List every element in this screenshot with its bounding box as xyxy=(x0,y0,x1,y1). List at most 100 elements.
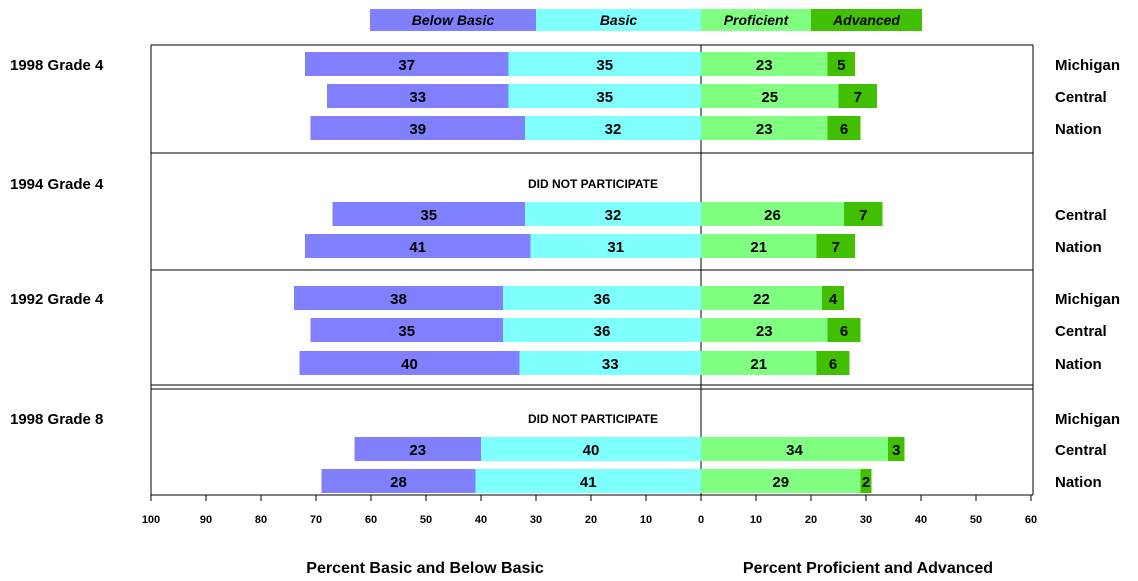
bar-value-label: 37 xyxy=(398,57,415,74)
bar-advanced xyxy=(888,437,905,461)
bar-below-basic xyxy=(305,52,509,76)
bar-advanced xyxy=(827,52,855,76)
bar-basic xyxy=(525,202,701,226)
legend-label: Proficient xyxy=(724,12,790,28)
x-tick-label: 60 xyxy=(1025,514,1037,526)
bar-below-basic xyxy=(310,116,525,140)
bar-proficient xyxy=(701,437,888,461)
bar-below-basic xyxy=(305,234,531,258)
x-axis: 100 90 80 70 60 50 40 30 20 10 0 10 20 30 40 50 60 xyxy=(142,494,1037,526)
bar-proficient xyxy=(701,351,817,375)
panel-label: 1998 Grade 8 xyxy=(10,411,103,428)
bar-value-label: 4 xyxy=(829,291,838,308)
bar-advanced xyxy=(860,469,872,493)
x-tick-label: 30 xyxy=(860,514,872,526)
bar-below-basic xyxy=(321,469,476,493)
bar-value-label: 40 xyxy=(401,356,418,373)
legend-swatch xyxy=(370,9,536,31)
x-tick-label: 20 xyxy=(805,514,817,526)
bar-value-label: 40 xyxy=(583,442,600,459)
bar-value-label: 36 xyxy=(594,291,611,308)
x-axis-label-left: Percent Basic and Below Basic xyxy=(306,560,544,577)
bars: 37 35 23 533 35 25 739 32 23 635 32 26 741 31 21 738 36 2… xyxy=(294,52,905,493)
bar-value-label: 7 xyxy=(859,207,867,224)
bar-value-label: 23 xyxy=(756,323,773,340)
bar-basic xyxy=(503,286,701,310)
bar-value-label: 32 xyxy=(605,121,622,138)
bar-value-label: 6 xyxy=(829,356,837,373)
row-label: Nation xyxy=(1055,356,1102,373)
bar-value-label: 21 xyxy=(750,356,767,373)
x-tick-label: 80 xyxy=(255,514,267,526)
x-tick-label: 100 xyxy=(142,514,160,526)
legend-swatch xyxy=(536,9,701,31)
bar-value-label: 41 xyxy=(580,474,597,491)
x-tick-label: 20 xyxy=(585,514,597,526)
bar-proficient xyxy=(701,234,817,258)
bar-value-label: 36 xyxy=(594,323,611,340)
x-tick-label: 10 xyxy=(640,514,652,526)
bar-value-label: 7 xyxy=(854,89,862,106)
legend: Below Basic Basic Proficient Advanced xyxy=(370,9,922,31)
bar-basic xyxy=(519,351,701,375)
bar-value-label: 23 xyxy=(756,121,773,138)
x-tick-label: 50 xyxy=(420,514,432,526)
bar-value-label: 35 xyxy=(398,323,415,340)
bar-below-basic xyxy=(354,437,481,461)
bar-value-label: 41 xyxy=(409,239,426,256)
bar-value-label: 3 xyxy=(892,442,900,459)
row-label: Michigan xyxy=(1055,57,1120,74)
bar-value-label: 23 xyxy=(409,442,426,459)
bar-basic xyxy=(525,116,701,140)
x-tick-label: 30 xyxy=(530,514,542,526)
row-label: Nation xyxy=(1055,474,1102,491)
panel-label: 1992 Grade 4 xyxy=(10,291,104,308)
bar-value-label: 26 xyxy=(764,207,781,224)
x-tick-label: 40 xyxy=(475,514,487,526)
x-tick-label: 60 xyxy=(365,514,377,526)
bar-value-label: 28 xyxy=(390,474,407,491)
bar-value-label: 35 xyxy=(596,89,613,106)
bar-basic xyxy=(508,52,701,76)
bar-value-label: 22 xyxy=(753,291,770,308)
bar-below-basic xyxy=(294,286,503,310)
bar-value-label: 23 xyxy=(756,57,773,74)
row-label: Central xyxy=(1055,323,1107,340)
bar-advanced xyxy=(827,318,861,342)
bar-basic xyxy=(530,234,701,258)
bar-proficient xyxy=(701,52,828,76)
x-tick-label: 10 xyxy=(750,514,762,526)
bar-value-label: 21 xyxy=(750,239,767,256)
panel-label: 1994 Grade 4 xyxy=(10,176,104,193)
legend-swatch xyxy=(701,9,811,31)
bar-value-label: 2 xyxy=(862,474,870,491)
bar-value-label: 35 xyxy=(420,207,437,224)
row-label: Central xyxy=(1055,89,1107,106)
bar-value-label: 29 xyxy=(772,474,789,491)
bar-value-label: 38 xyxy=(390,291,407,308)
bar-below-basic xyxy=(332,202,525,226)
bar-value-label: 5 xyxy=(837,57,845,74)
legend-label: Basic xyxy=(600,12,638,28)
bar-proficient xyxy=(701,84,839,108)
did-not-participate-note: DID NOT PARTICIPATE xyxy=(528,177,658,191)
bar-basic xyxy=(508,84,701,108)
bar-proficient xyxy=(701,286,822,310)
bar-proficient xyxy=(701,318,828,342)
bar-below-basic xyxy=(299,351,520,375)
bar-basic xyxy=(481,437,701,461)
bar-advanced xyxy=(816,234,855,258)
bar-below-basic xyxy=(310,318,503,342)
legend-label: Advanced xyxy=(832,12,900,28)
bar-advanced xyxy=(816,351,850,375)
panel-label: 1998 Grade 4 xyxy=(10,57,104,74)
bar-value-label: 6 xyxy=(840,121,848,138)
x-axis-label-right: Percent Proficient and Advanced xyxy=(743,560,993,577)
x-tick-label: 70 xyxy=(310,514,322,526)
bar-advanced xyxy=(838,84,877,108)
chart-panels: 1998 Grade 4 Michigan Central Nation 1994 Gr… xyxy=(10,44,1120,496)
bar-value-label: 6 xyxy=(840,323,848,340)
bar-proficient xyxy=(701,202,844,226)
x-tick-label: 40 xyxy=(915,514,927,526)
